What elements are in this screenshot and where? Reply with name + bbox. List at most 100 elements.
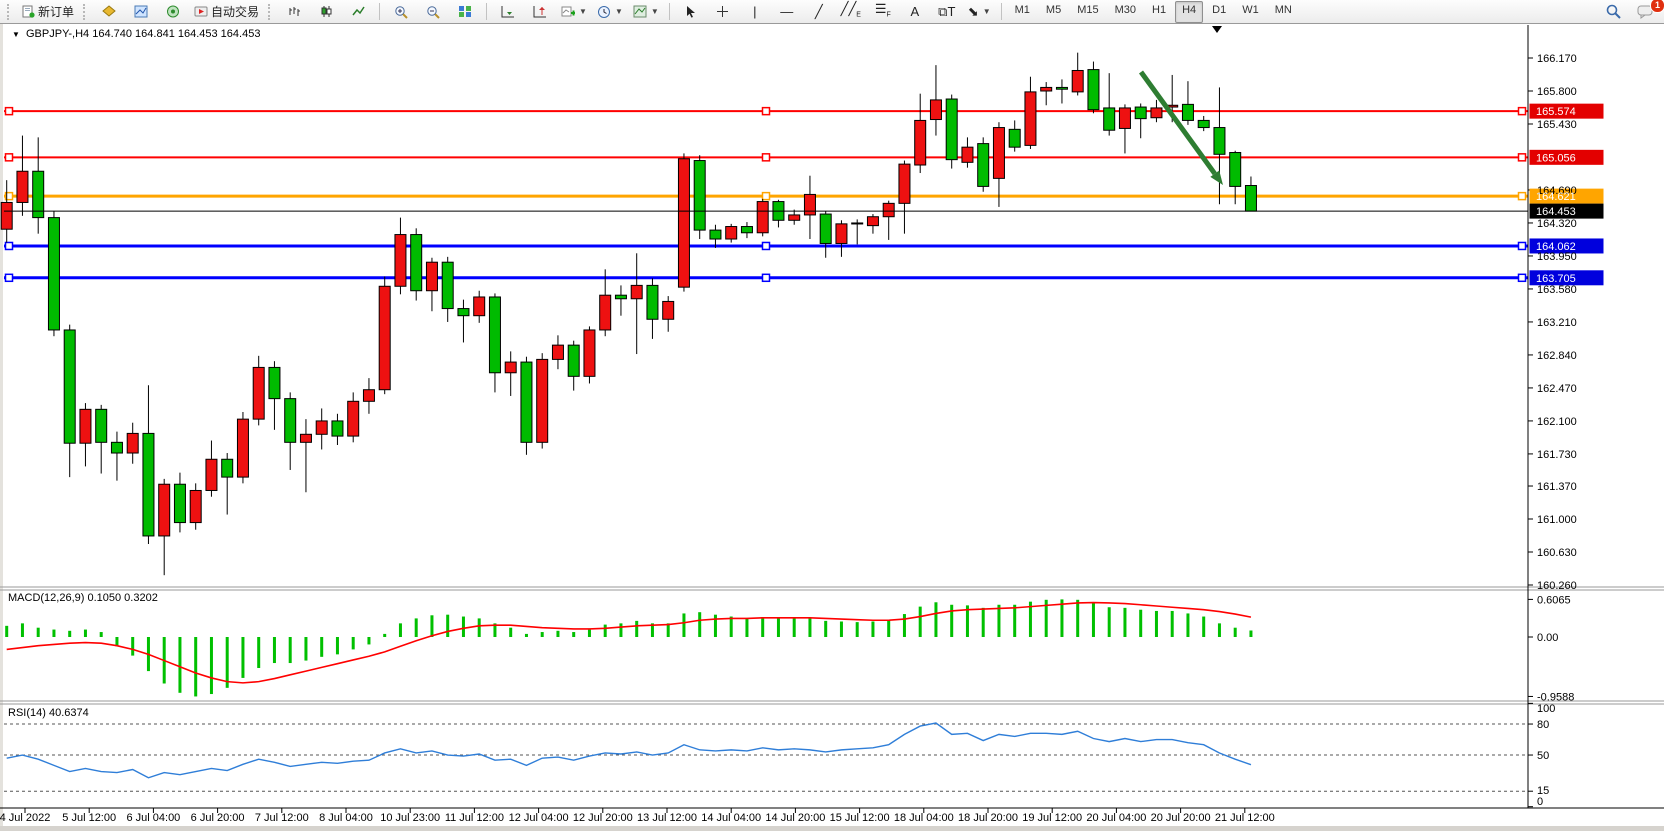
macd-histogram-bar (83, 629, 87, 637)
price-badge-label: 164.453 (1536, 206, 1576, 218)
search-button[interactable] (1598, 1, 1628, 23)
line-handle[interactable] (1517, 191, 1527, 201)
price-badge-label: 165.056 (1536, 152, 1576, 164)
label-tool-button[interactable]: ⧉T (932, 1, 962, 23)
line-handle[interactable] (1517, 241, 1527, 251)
candle-up (79, 408, 92, 444)
macd-histogram-bar (729, 616, 733, 637)
candlestick-chart-button[interactable] (311, 1, 341, 23)
vertical-line-tool-button[interactable]: | (740, 1, 770, 23)
line-handle[interactable] (4, 153, 14, 162)
macd-histogram-bar (1091, 602, 1095, 637)
candle-up (992, 127, 1005, 179)
toolbar-grip[interactable] (268, 3, 274, 20)
arrows-tool-button[interactable]: ⬊ ▼ (964, 1, 995, 23)
new-order-button[interactable]: 新订单 (18, 1, 78, 23)
line-chart-button[interactable] (343, 1, 373, 23)
line-handle[interactable] (761, 106, 771, 116)
clock-icon (597, 5, 610, 18)
line-handle[interactable] (761, 273, 771, 283)
rsi-scale-label: 50 (1537, 750, 1549, 762)
toolbar-grip[interactable] (83, 3, 89, 20)
text-icon: A (910, 4, 920, 19)
line-handle[interactable] (761, 191, 771, 201)
rsi-scale-label: 0 (1537, 796, 1543, 808)
timeframe-d1[interactable]: D1 (1212, 3, 1227, 16)
time-tick-label: 11 Jul 12:00 (445, 812, 504, 824)
horizontal-price-lines[interactable] (4, 106, 1528, 283)
crosshair-tool-button[interactable] (708, 1, 738, 23)
macd-histogram-bar (855, 622, 859, 637)
line-handle[interactable] (4, 191, 14, 201)
time-tick-label: 18 Jul 04:00 (894, 812, 954, 824)
line-handle[interactable] (1517, 273, 1527, 283)
symbol-ohlc-label: GBPJPY-,H4 164.740 164.841 164.453 164.4… (26, 28, 260, 40)
timeframe-m15[interactable]: M15 (1077, 3, 1099, 16)
symbol-menu-caret[interactable]: ▼ (12, 30, 20, 39)
macd-histogram-bar (383, 633, 387, 637)
macd-histogram-bar (666, 623, 670, 637)
price-badge-label: 164.062 (1536, 241, 1576, 253)
navigator-button[interactable] (158, 1, 188, 23)
charts-button[interactable] (94, 1, 124, 23)
auto-scroll-button[interactable] (493, 1, 523, 23)
rsi-scale-label: 100 (1537, 703, 1555, 715)
bar-chart-button[interactable] (279, 1, 309, 23)
horizontal-line-tool-button[interactable]: — (772, 1, 802, 23)
price-badge (1529, 203, 1604, 219)
price-tick-label: 161.730 (1537, 449, 1577, 461)
indicators-button[interactable]: ▼ (557, 1, 591, 23)
fibonacci-tool-button[interactable]: ☰F (868, 1, 898, 23)
candle-up (126, 432, 139, 454)
macd-histogram-bar (556, 630, 560, 637)
timeframe-m1[interactable]: M1 (1014, 3, 1030, 16)
notifications-button[interactable]: 1 (1630, 0, 1664, 23)
templates-button[interactable]: ▼ (629, 1, 663, 23)
timeframe-mn[interactable]: MN (1274, 3, 1292, 16)
price-badge (1529, 103, 1604, 119)
tile-windows-icon (459, 6, 472, 17)
market-watch-button[interactable] (126, 1, 156, 23)
auto-trading-label: 自动交易 (211, 5, 260, 19)
line-handle[interactable] (4, 273, 14, 283)
zoom-out-button[interactable] (418, 1, 448, 23)
toolbar-grip[interactable] (7, 3, 13, 20)
timeframe-h4[interactable]: H4 (1175, 0, 1204, 23)
cursor-tool-button[interactable] (676, 1, 706, 23)
candle-up (835, 223, 848, 244)
candle-up (725, 226, 738, 240)
line-handle[interactable] (761, 241, 771, 251)
candle-down (819, 213, 832, 244)
timeframe-m5[interactable]: M5 (1045, 3, 1062, 16)
line-handle[interactable] (4, 106, 14, 116)
macd-histogram-bar (493, 623, 497, 637)
chart-shift-button[interactable] (525, 1, 555, 23)
chart-shift-marker[interactable] (1212, 26, 1222, 33)
candle-up (0, 201, 13, 230)
macd-histogram-bar (808, 617, 812, 637)
trend-arrow-line[interactable] (1138, 70, 1217, 176)
line-handle[interactable] (4, 241, 14, 251)
price-tick-label: 163.210 (1537, 317, 1577, 329)
trendline-tool-button[interactable]: ╱ (804, 1, 834, 23)
macd-histogram-bar (540, 632, 544, 637)
timeframe-m30[interactable]: M30 (1114, 3, 1136, 16)
zoom-in-button[interactable] (386, 1, 416, 23)
line-handle[interactable] (761, 153, 771, 162)
line-handle[interactable] (1517, 153, 1527, 162)
line-handle[interactable] (1517, 106, 1527, 116)
macd-histogram-bar (619, 623, 623, 637)
timeframe-h1[interactable]: H1 (1152, 3, 1167, 16)
tile-windows-button[interactable] (450, 1, 480, 23)
candle-up (788, 214, 801, 221)
auto-trading-button[interactable]: 自动交易 (190, 1, 263, 23)
candle-up (551, 344, 564, 360)
trend-arrow-head[interactable] (1210, 170, 1223, 185)
channel-tool-button[interactable]: ╱╱E (836, 1, 866, 23)
timeframe-w1[interactable]: W1 (1242, 3, 1259, 16)
periods-button[interactable]: ▼ (593, 1, 627, 23)
new-order-label: 新订单 (38, 5, 75, 19)
text-tool-button[interactable]: A (900, 1, 930, 23)
time-tick-label: 15 Jul 12:00 (830, 812, 890, 824)
